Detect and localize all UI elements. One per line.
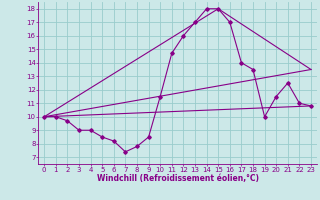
X-axis label: Windchill (Refroidissement éolien,°C): Windchill (Refroidissement éolien,°C) — [97, 174, 259, 183]
